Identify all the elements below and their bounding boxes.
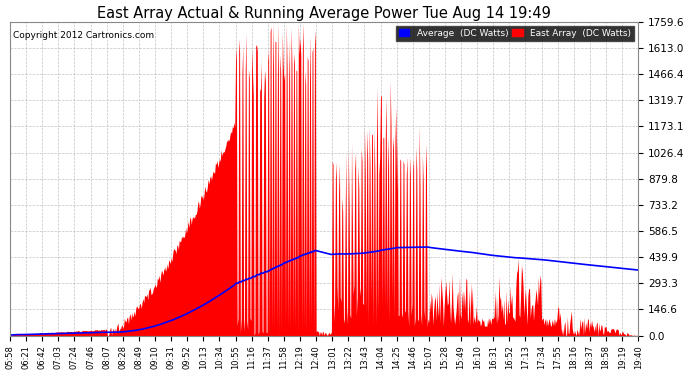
Text: Copyright 2012 Cartronics.com: Copyright 2012 Cartronics.com [13, 31, 155, 40]
Legend: Average  (DC Watts), East Array  (DC Watts): Average (DC Watts), East Array (DC Watts… [396, 26, 633, 40]
Title: East Array Actual & Running Average Power Tue Aug 14 19:49: East Array Actual & Running Average Powe… [97, 6, 551, 21]
